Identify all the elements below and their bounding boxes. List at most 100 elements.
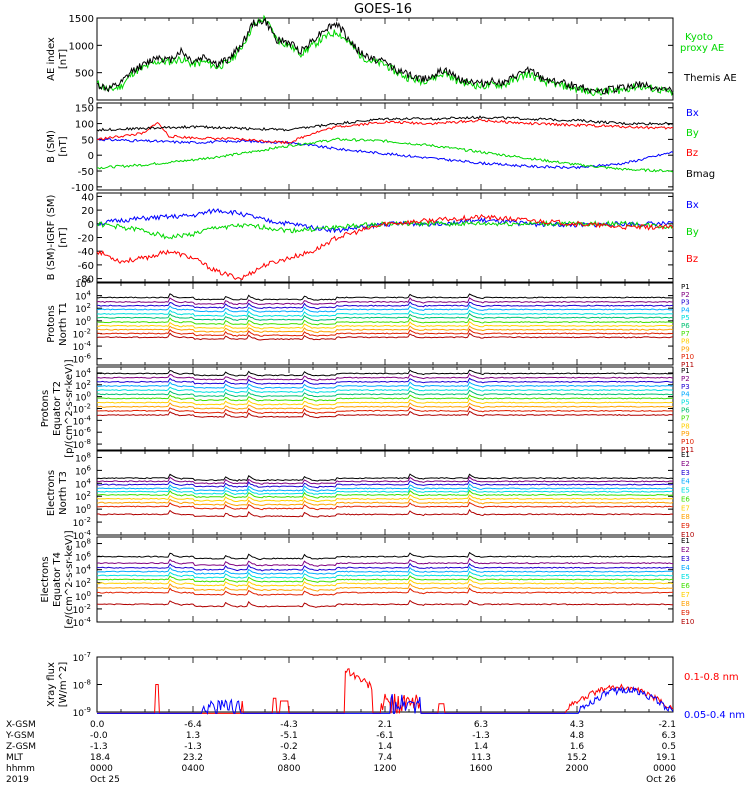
eeq-channel-line (96, 582, 674, 592)
y-tick-label: 10-4 (73, 529, 92, 542)
pnorth-legend-p8: P8 (681, 338, 690, 346)
y-tick-label: 10-2 (73, 327, 91, 340)
peq-channel-line (96, 372, 674, 381)
peq-legend-p7: P7 (681, 414, 690, 422)
xray-ylabel: Xray flux [W/m^2] (46, 662, 69, 708)
ae-series-line (96, 17, 674, 96)
x-axis-value: 18.4 (90, 753, 110, 763)
bsm-legend-bx: Bx (686, 108, 699, 119)
eeq-legend-e10: E10 (681, 618, 694, 626)
xray-panel-frame (96, 656, 674, 713)
x-axis-row-label: Y-GSM (5, 731, 34, 741)
y-tick-label: 150 (75, 104, 94, 115)
y-tick-label: 100 (75, 391, 91, 404)
pnorth-channel-line (96, 332, 674, 341)
y-axis-label: B (SM)-IGRF (SM) (46, 195, 57, 281)
pnorth-channel-line (97, 328, 674, 337)
y-tick-label: 10-7 (73, 651, 91, 664)
eeq-channel-line (96, 587, 674, 597)
x-axis-row-label: X-GSM (6, 720, 36, 730)
y-axis-label: [nT] (58, 49, 69, 69)
eeq-legend-e4: E4 (681, 564, 690, 572)
y-tick-label: 104 (75, 477, 91, 490)
eeq-channel-line (96, 551, 673, 561)
bdiff-series-line (96, 220, 674, 240)
x-axis-value: 4.3 (570, 720, 584, 730)
y-tick-label: 100 (75, 503, 91, 516)
peq-channel-line (96, 381, 674, 390)
enorth-legend-e4: E4 (681, 478, 690, 486)
y-axis-label: [p/(cm^2-s-sr-keV)] (64, 359, 75, 458)
y-tick-label: 100 (75, 590, 91, 603)
peq-legend-p9: P9 (681, 430, 690, 438)
enorth-legend-e3: E3 (681, 469, 690, 477)
xray-short-line (97, 685, 674, 716)
y-tick-label: 10-6 (73, 426, 92, 439)
y-tick-label: 10-8 (73, 679, 91, 692)
y-tick-label: 10-4 (73, 616, 92, 629)
y-tick-label: 100 (75, 315, 91, 328)
y-tick-label: -40 (78, 247, 94, 258)
eeq-legend-e5: E5 (681, 573, 690, 581)
peq-channel-line (96, 369, 674, 377)
eeq-legend-e7: E7 (681, 591, 690, 599)
y-axis-label: Protons (40, 390, 51, 427)
x-axis-value: 6.3 (662, 731, 676, 741)
bdiff-legend-bx: Bx (686, 200, 699, 211)
eeq-legend-e2: E2 (681, 546, 690, 554)
eeq-channel-line (96, 599, 674, 608)
eeq-channel-line (96, 578, 674, 587)
y-tick-label: 104 (75, 564, 91, 577)
peq-legend-p6: P6 (681, 407, 690, 415)
x-axis-value: -1.3 (184, 742, 202, 752)
y-tick-label: 50 (81, 135, 94, 146)
eeq-legend-e8: E8 (681, 600, 690, 608)
y-axis-label: AE index (46, 37, 57, 81)
x-axis-value: 1.4 (378, 742, 393, 752)
enorth-channel-line (96, 479, 674, 489)
x-axis-value: 0.5 (662, 742, 676, 752)
bsm-legend-bz: Bz (686, 148, 698, 159)
y-tick-label: -80 (78, 275, 94, 286)
pnorth-legend-p9: P9 (681, 345, 690, 353)
y-tick-label: 100 (75, 120, 94, 131)
x-axis-value: -0.2 (280, 742, 298, 752)
peq-legend-p5: P5 (681, 399, 690, 407)
eeq-channel-line (96, 575, 673, 583)
x-axis-value: 2.1 (378, 720, 392, 730)
peq-legend-p10: P10 (681, 438, 694, 446)
bdiff-series-line (96, 208, 674, 234)
y-axis-label: North T3 (58, 471, 69, 515)
eeq-ylabel: Electrons Equator T4 [e/(cm^2-s-sr-keV)] (40, 530, 75, 628)
bdiff-panel-frame (96, 192, 674, 283)
pnorth-legend-p6: P6 (681, 322, 690, 330)
enorth-channel-line (96, 501, 674, 511)
x-axis-value: 4.8 (570, 731, 585, 741)
peq-channel-line (96, 402, 674, 410)
bsm-panel-frame (96, 102, 674, 191)
y-tick-label: 10-2 (73, 403, 91, 416)
x-axis-value: 7.4 (378, 753, 393, 763)
bdiff-series-line (96, 213, 674, 281)
peq-channel-line (96, 377, 674, 385)
y-tick-label: 20 (81, 206, 94, 217)
enorth-channel-line (96, 508, 674, 518)
pnorth-channel-line (96, 304, 674, 313)
y-tick-label: -100 (71, 183, 94, 194)
legend-proxy-ae: proxy AE (680, 43, 724, 54)
y-tick-label: 40 (81, 192, 94, 203)
y-axis-label: [e/(cm^2-s-sr-keV)] (64, 530, 75, 628)
enorth-legend-e5: E5 (681, 487, 690, 495)
x-axis-row-label: MLT (6, 753, 24, 763)
peq-legend-p4: P4 (681, 391, 690, 399)
x-axis-value: 23.2 (183, 753, 203, 763)
pnorth-legend-p4: P4 (681, 306, 690, 314)
enorth-channel-line (96, 486, 674, 496)
bsm-series-line (96, 115, 674, 132)
enorth-channel-line (96, 489, 674, 499)
x-axis-value: -6.4 (184, 720, 202, 730)
y-tick-label: 106 (75, 277, 91, 290)
y-tick-label: -50 (78, 167, 94, 178)
bsm-legend-by: By (686, 128, 699, 139)
enorth-legend-e10: E10 (681, 531, 694, 539)
